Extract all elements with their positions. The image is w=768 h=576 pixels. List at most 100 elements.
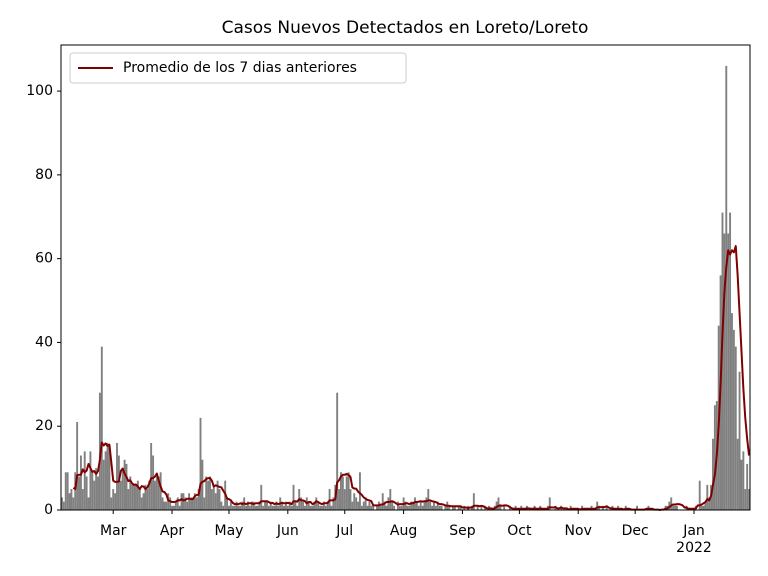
bar: [97, 476, 99, 510]
bar: [184, 497, 187, 510]
bar: [370, 505, 373, 510]
bar: [165, 501, 168, 510]
bar: [742, 451, 745, 510]
bar: [85, 476, 88, 510]
bar: [746, 463, 749, 510]
bar: [254, 505, 257, 510]
bar: [596, 501, 599, 510]
bar: [414, 497, 416, 510]
bar: [180, 493, 183, 510]
bar: [457, 505, 460, 510]
bar: [66, 472, 69, 510]
bar: [119, 480, 122, 510]
bar: [89, 451, 92, 510]
bar: [258, 501, 261, 510]
bar: [360, 505, 363, 510]
bar: [100, 346, 103, 510]
bar: [300, 497, 303, 510]
bar: [233, 505, 236, 510]
bar: [706, 484, 709, 510]
bar: [319, 505, 322, 510]
bar: [178, 505, 181, 510]
bar: [220, 501, 223, 510]
bar: [713, 405, 716, 510]
bar: [497, 497, 500, 510]
bar: [78, 476, 80, 510]
bar: [262, 505, 265, 510]
bar: [744, 489, 747, 510]
bar: [400, 505, 403, 510]
bar: [210, 489, 213, 510]
bar: [191, 497, 194, 510]
bar: [748, 489, 750, 510]
bar: [188, 493, 191, 510]
bar: [133, 484, 136, 510]
bar: [740, 459, 743, 510]
bar: [265, 501, 268, 510]
bar: [176, 497, 179, 510]
bar: [68, 493, 71, 510]
bar: [423, 501, 426, 510]
bar: [131, 484, 134, 510]
bar: [203, 497, 206, 510]
bar: [605, 505, 608, 510]
bar: [309, 505, 312, 510]
bar: [87, 497, 90, 510]
bar: [732, 329, 735, 510]
bar: [247, 501, 249, 510]
y-tick-label: 80: [35, 167, 53, 183]
bar: [64, 472, 67, 510]
bar: [144, 484, 147, 510]
chart-title: Casos Nuevos Detectados en Loreto/Loreto: [222, 18, 589, 38]
bar: [294, 501, 297, 510]
bar: [731, 313, 733, 510]
bar: [74, 472, 77, 510]
bar: [218, 489, 221, 510]
x-tick-label: Aug: [390, 523, 417, 539]
bar: [385, 505, 388, 510]
bar: [332, 497, 335, 510]
bar: [79, 455, 82, 510]
bar: [444, 505, 447, 510]
y-tick-label: 40: [35, 334, 53, 350]
bar: [548, 497, 551, 510]
bar: [76, 422, 79, 510]
bar: [275, 501, 278, 510]
bar: [245, 505, 248, 510]
bar: [102, 459, 105, 510]
bar: [239, 505, 242, 510]
bar: [503, 505, 506, 510]
bar: [674, 505, 676, 510]
bar: [472, 493, 475, 510]
bar: [260, 484, 263, 510]
x-tick-label: Oct: [507, 523, 532, 539]
x-tick-label: Sep: [449, 523, 476, 539]
bar: [241, 501, 244, 510]
bar: [723, 233, 726, 510]
bar: [248, 505, 251, 510]
bar: [152, 455, 155, 510]
bar: [222, 505, 225, 510]
bar: [322, 501, 325, 510]
bar: [159, 472, 162, 510]
bar: [157, 476, 160, 510]
bar: [734, 346, 737, 510]
bar: [736, 438, 739, 510]
bar: [226, 497, 229, 510]
bar: [326, 501, 329, 510]
bar: [336, 392, 339, 510]
bar: [117, 455, 120, 510]
x-tick-label: Mar: [100, 523, 127, 539]
bar: [338, 489, 341, 510]
bar: [121, 468, 124, 510]
bar: [672, 505, 675, 510]
bar: [81, 489, 84, 510]
bar: [379, 505, 382, 510]
x-tick-label: Nov: [565, 523, 592, 539]
bar: [453, 505, 456, 510]
bar: [412, 501, 415, 510]
bar: [398, 505, 401, 510]
bar: [292, 484, 295, 510]
